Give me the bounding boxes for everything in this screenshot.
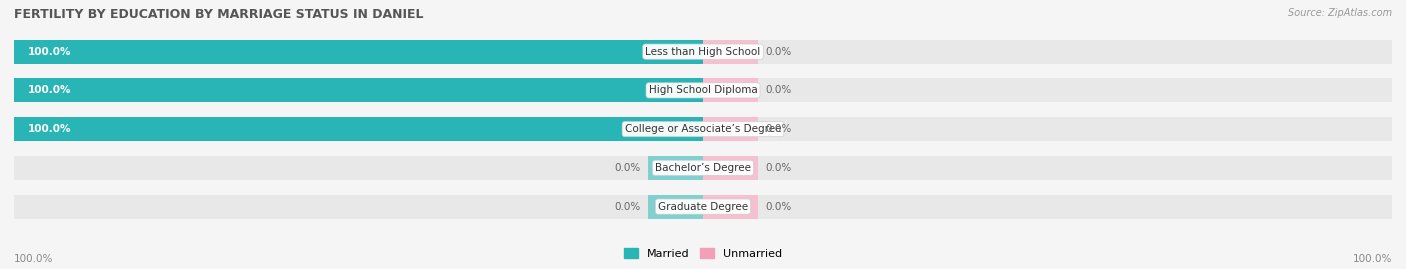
Bar <box>703 78 1392 102</box>
Text: Less than High School: Less than High School <box>645 47 761 57</box>
Text: Source: ZipAtlas.com: Source: ZipAtlas.com <box>1288 8 1392 18</box>
Bar <box>703 78 758 102</box>
Bar <box>14 78 703 102</box>
Bar <box>14 117 703 141</box>
Bar <box>703 194 758 219</box>
Text: 100.0%: 100.0% <box>28 85 72 95</box>
Bar <box>703 40 758 64</box>
Text: College or Associate’s Degree: College or Associate’s Degree <box>624 124 782 134</box>
Text: 100.0%: 100.0% <box>28 124 72 134</box>
Bar <box>703 40 1392 64</box>
Text: 0.0%: 0.0% <box>765 124 792 134</box>
Text: 0.0%: 0.0% <box>765 163 792 173</box>
Bar <box>703 117 1392 141</box>
Text: 0.0%: 0.0% <box>765 85 792 95</box>
Bar <box>703 156 758 180</box>
Legend: Married, Unmarried: Married, Unmarried <box>620 243 786 263</box>
Text: Graduate Degree: Graduate Degree <box>658 201 748 212</box>
Bar <box>703 194 1392 219</box>
Bar <box>14 40 703 64</box>
Text: 0.0%: 0.0% <box>765 201 792 212</box>
Bar <box>703 156 1392 180</box>
Text: High School Diploma: High School Diploma <box>648 85 758 95</box>
Text: 100.0%: 100.0% <box>1353 254 1392 264</box>
Text: 0.0%: 0.0% <box>765 47 792 57</box>
Bar <box>14 194 703 219</box>
Bar <box>14 117 703 141</box>
Bar <box>648 194 703 219</box>
Text: Bachelor’s Degree: Bachelor’s Degree <box>655 163 751 173</box>
Text: 0.0%: 0.0% <box>614 163 641 173</box>
Bar <box>703 117 758 141</box>
Text: FERTILITY BY EDUCATION BY MARRIAGE STATUS IN DANIEL: FERTILITY BY EDUCATION BY MARRIAGE STATU… <box>14 8 423 21</box>
Bar <box>14 40 703 64</box>
Bar <box>14 78 703 102</box>
Bar <box>14 156 703 180</box>
Text: 100.0%: 100.0% <box>14 254 53 264</box>
Text: 0.0%: 0.0% <box>614 201 641 212</box>
Text: 100.0%: 100.0% <box>28 47 72 57</box>
Bar <box>648 156 703 180</box>
